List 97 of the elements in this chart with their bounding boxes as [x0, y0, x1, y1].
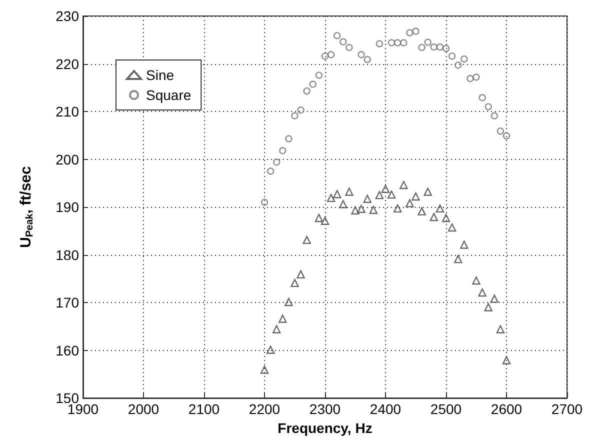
point: [400, 180, 408, 190]
point: [285, 135, 292, 142]
y-axis-title: UPeak, ft/sec: [18, 166, 36, 248]
point: [442, 44, 450, 52]
point: [406, 199, 414, 208]
point: [339, 200, 348, 208]
x-tick-label: 2400: [370, 401, 402, 417]
point: [309, 80, 316, 88]
x-tick-label: 2600: [490, 401, 522, 417]
point: [484, 103, 492, 110]
point: [442, 214, 450, 222]
point: [424, 38, 432, 46]
point: [430, 43, 438, 51]
point: [345, 188, 354, 196]
point: [406, 29, 414, 36]
point: [284, 298, 293, 306]
point: [260, 366, 269, 374]
point: [273, 158, 280, 166]
point: [334, 32, 341, 40]
point: [279, 147, 286, 154]
point: [448, 52, 456, 60]
point: [472, 276, 480, 285]
point: [502, 132, 510, 140]
point: [424, 188, 432, 196]
point: [296, 270, 305, 278]
y-tick-label: 170: [56, 294, 80, 310]
point: [460, 55, 468, 63]
point: [387, 190, 396, 199]
point: [260, 198, 268, 206]
point: [351, 206, 360, 214]
point: [418, 44, 426, 52]
legend-label: Square: [146, 87, 192, 103]
point: [448, 223, 456, 232]
point: [326, 194, 336, 202]
point: [490, 112, 498, 120]
point: [327, 51, 335, 58]
point: [381, 184, 390, 193]
point: [297, 106, 304, 114]
point: [412, 28, 420, 35]
point: [278, 314, 287, 323]
point: [369, 206, 378, 214]
point: [321, 52, 329, 60]
y-tick-label: 220: [56, 56, 80, 72]
point: [302, 236, 311, 244]
point: [314, 214, 324, 222]
point: [315, 72, 323, 79]
point: [375, 190, 384, 200]
point: [394, 39, 402, 46]
point: [266, 168, 274, 175]
x-tick-label: 2000: [128, 401, 160, 417]
point: [340, 38, 347, 46]
point: [502, 356, 511, 364]
point: [490, 294, 498, 303]
point: [436, 204, 444, 213]
x-tick-label: 2100: [188, 401, 220, 417]
x-axis-title: Frequency, Hz: [278, 420, 372, 436]
point: [418, 207, 426, 216]
point: [320, 216, 330, 225]
point: [454, 254, 462, 264]
point: [346, 44, 353, 52]
point: [363, 194, 372, 203]
point: [430, 212, 438, 222]
point: [460, 240, 468, 249]
point: [478, 288, 486, 297]
y-tick-label: 180: [56, 246, 80, 263]
point: [466, 74, 474, 82]
point: [484, 303, 492, 312]
point: [436, 43, 444, 51]
y-tick-label: 160: [56, 342, 80, 358]
y-tick-label: 190: [56, 199, 80, 215]
y-tick-label: 210: [56, 104, 80, 120]
x-tick-label: 2700: [551, 401, 583, 417]
point: [290, 278, 299, 288]
y-tick-label: 200: [56, 151, 80, 168]
point: [291, 112, 298, 120]
point: [496, 325, 505, 334]
point: [357, 204, 366, 214]
x-tick-label: 2500: [430, 401, 462, 417]
point: [272, 325, 281, 334]
point: [333, 190, 342, 198]
point: [454, 62, 462, 69]
point: [478, 94, 486, 102]
point: [496, 127, 504, 135]
x-tick-label: 2300: [309, 401, 341, 417]
y-tick-label: 230: [56, 8, 80, 24]
point: [358, 51, 365, 58]
point: [394, 204, 402, 213]
x-tick-label: 2200: [248, 401, 280, 417]
point: [303, 87, 310, 95]
point: [388, 39, 396, 46]
point: [412, 192, 420, 201]
point: [376, 40, 384, 48]
point: [472, 74, 480, 81]
legend-label: Sine: [146, 67, 174, 83]
point: [400, 39, 408, 46]
point: [364, 56, 371, 64]
point: [266, 346, 275, 354]
